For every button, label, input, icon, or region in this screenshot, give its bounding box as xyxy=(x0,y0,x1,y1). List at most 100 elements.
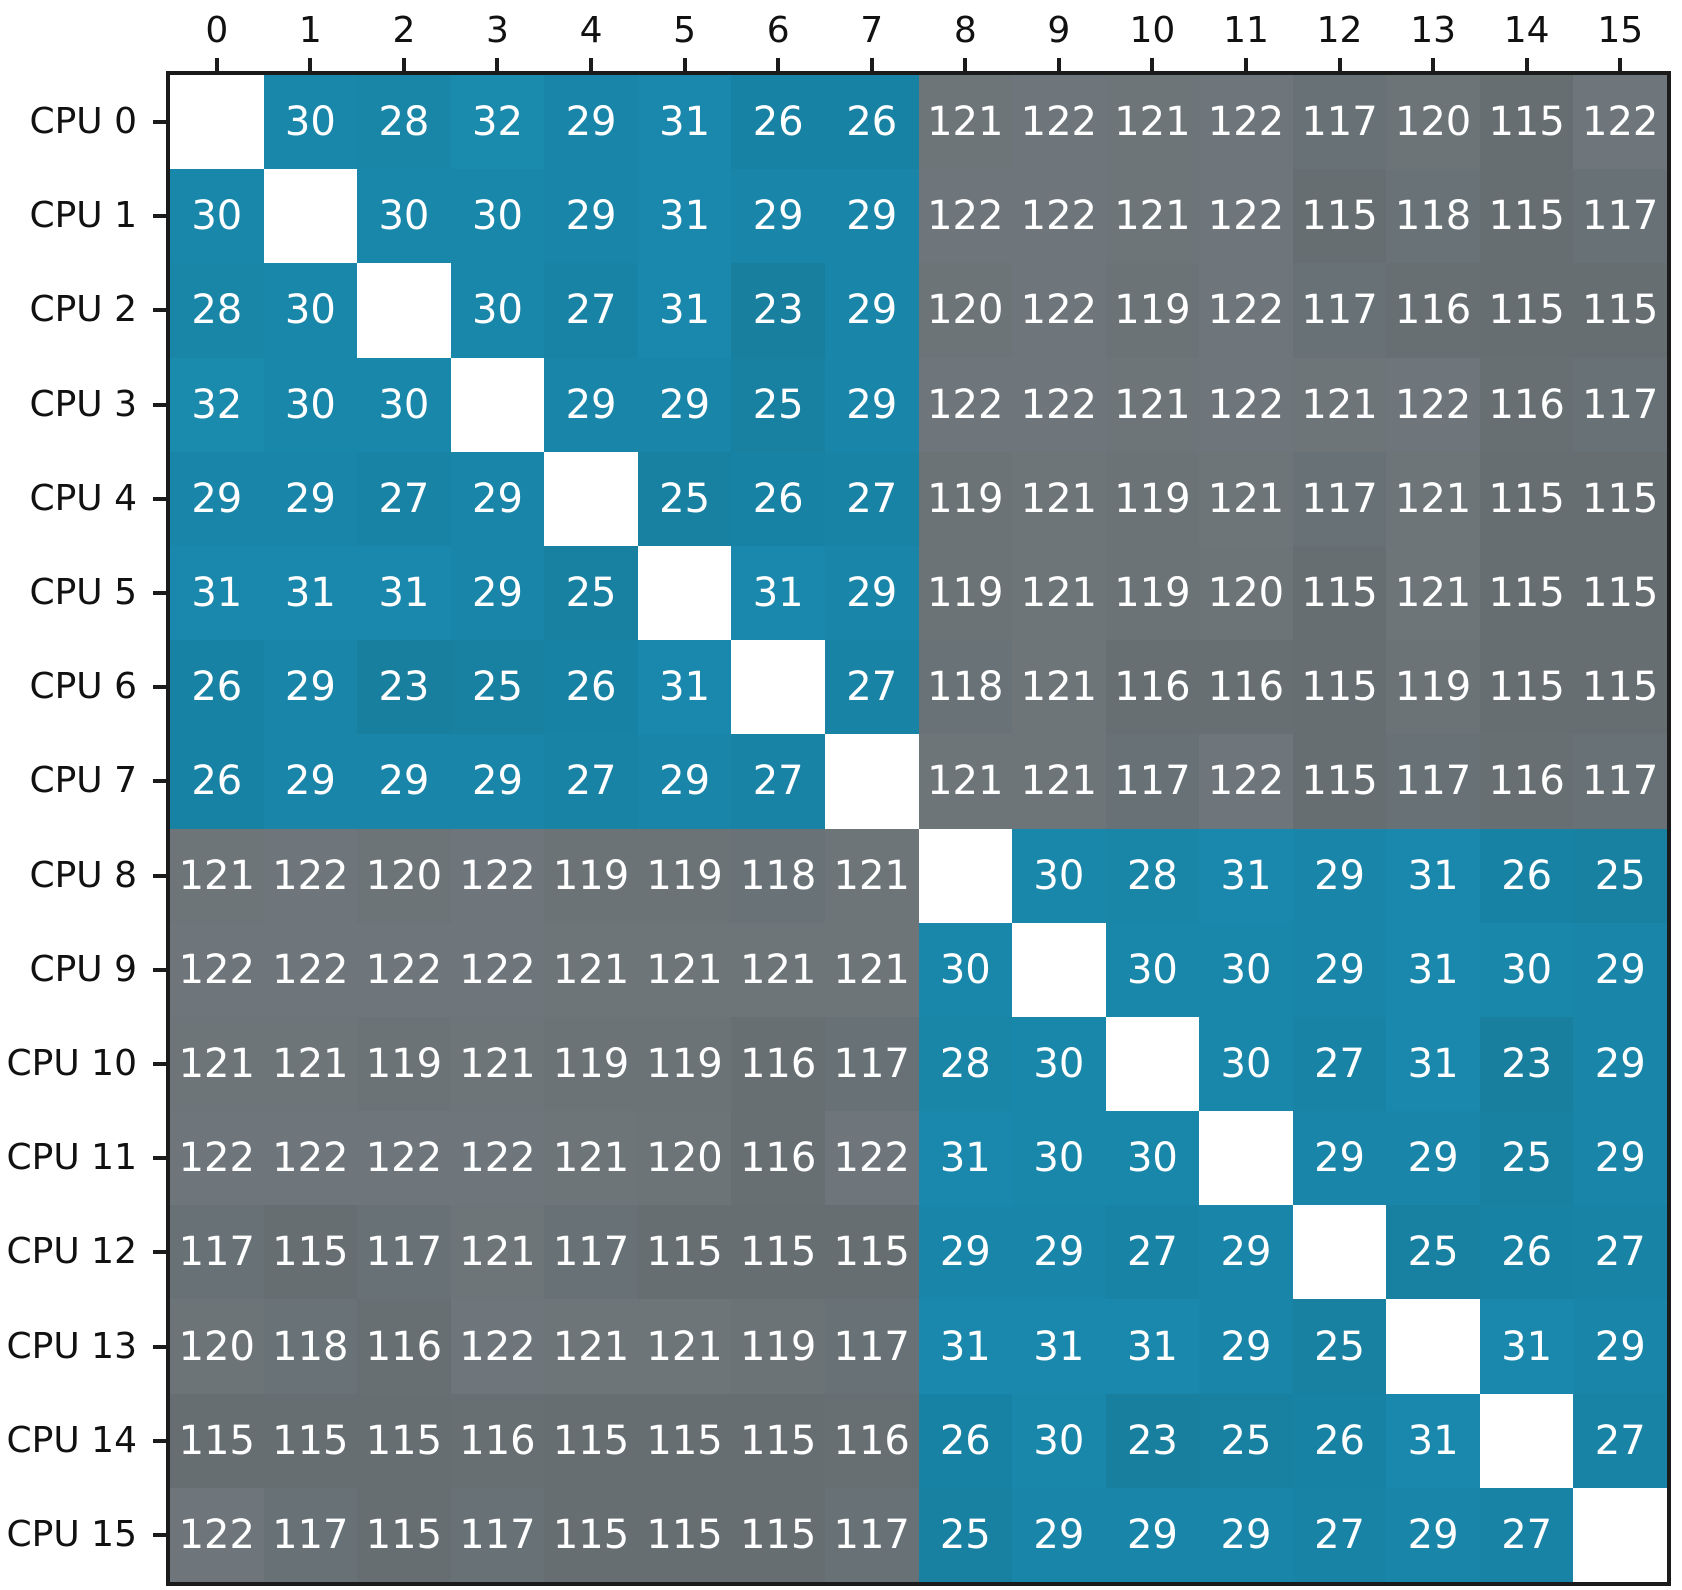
heatmap-cell: 31 xyxy=(637,75,732,170)
x-axis-tick xyxy=(1524,58,1529,71)
heatmap-cell: 30 xyxy=(450,263,545,358)
y-axis-label: CPU 15 xyxy=(6,1514,137,1556)
heatmap-cell: 121 xyxy=(731,922,825,1017)
heatmap-cell: 116 xyxy=(1199,640,1293,735)
heatmap-cell: 30 xyxy=(357,357,451,452)
heatmap-cell: 32 xyxy=(450,75,545,170)
heatmap-cell: 115 xyxy=(1573,545,1667,641)
heatmap-cell: 31 xyxy=(731,545,825,641)
heatmap-cell: 29 xyxy=(824,169,919,264)
heatmap-cell: 119 xyxy=(637,1016,732,1112)
heatmap-cell: 122 xyxy=(450,922,545,1017)
heatmap-cell: 122 xyxy=(1199,169,1293,264)
heatmap-cell: 30 xyxy=(263,75,358,170)
heatmap-cell: 121 xyxy=(170,828,264,923)
y-axis-tick xyxy=(153,1532,166,1537)
heatmap-cell: 26 xyxy=(731,75,825,170)
heatmap-cell: 31 xyxy=(637,263,732,358)
x-axis-tick xyxy=(401,58,406,71)
heatmap-cell: 29 xyxy=(544,357,638,452)
heatmap-cell: 122 xyxy=(1386,357,1480,452)
heatmap-cell: 117 xyxy=(1105,734,1200,829)
heatmap-cell: 26 xyxy=(1479,828,1574,923)
heatmap-cell: 121 xyxy=(263,1016,358,1112)
heatmap-cell: 28 xyxy=(357,75,451,170)
x-axis-tick xyxy=(1618,58,1623,71)
heatmap-cell: 29 xyxy=(1199,1487,1293,1582)
heatmap-cell: 117 xyxy=(544,1205,638,1300)
heatmap-cell: 31 xyxy=(918,1111,1013,1206)
heatmap-cell: 29 xyxy=(1105,1487,1200,1582)
x-axis-label: 10 xyxy=(1129,10,1176,51)
heatmap-cell: 122 xyxy=(357,922,451,1017)
heatmap-cell: 115 xyxy=(731,1393,825,1488)
heatmap-grid: 30 28 32 29 31 26 26 121 122 121 122 117 120 115 122 30… xyxy=(166,71,1671,1586)
heatmap-cell: 31 xyxy=(1386,922,1480,1017)
heatmap-cell: 29 xyxy=(1386,1111,1480,1206)
heatmap-cell: 29 xyxy=(824,263,919,358)
y-axis-label: CPU 5 xyxy=(29,572,137,614)
y-axis-tick xyxy=(153,873,166,878)
heatmap-cell: 31 xyxy=(1105,1299,1200,1394)
heatmap-cell: 115 xyxy=(263,1205,358,1300)
heatmap-cell: 29 xyxy=(1292,922,1387,1017)
heatmap-cell: 27 xyxy=(1105,1205,1200,1300)
heatmap-cell: 115 xyxy=(637,1205,732,1300)
heatmap-diagonal-cell xyxy=(357,263,451,358)
heatmap-cell: 122 xyxy=(450,1111,545,1206)
x-axis-tick xyxy=(1243,58,1248,71)
y-axis-tick xyxy=(153,1438,166,1443)
heatmap-cell: 29 xyxy=(1573,1111,1667,1206)
heatmap-cell: 117 xyxy=(824,1299,919,1394)
heatmap-cell: 116 xyxy=(1386,263,1480,358)
heatmap-cell: 29 xyxy=(170,451,264,546)
heatmap-cell: 122 xyxy=(918,169,1013,264)
x-axis-label: 13 xyxy=(1410,10,1456,51)
heatmap-cell: 29 xyxy=(1199,1205,1293,1300)
heatmap-cell: 25 xyxy=(1199,1393,1293,1488)
heatmap-cell: 27 xyxy=(1292,1487,1387,1582)
heatmap-cell: 119 xyxy=(637,828,732,923)
heatmap-cell: 122 xyxy=(1199,734,1293,829)
heatmap-cell: 116 xyxy=(1479,734,1574,829)
heatmap-cell: 117 xyxy=(263,1487,358,1582)
heatmap-cell: 29 xyxy=(824,357,919,452)
x-axis-label: 11 xyxy=(1223,10,1269,51)
heatmap-cell: 25 xyxy=(450,640,545,735)
heatmap-cell: 121 xyxy=(918,75,1013,170)
y-axis-tick xyxy=(153,1344,166,1349)
heatmap-cell: 122 xyxy=(824,1111,919,1206)
heatmap-cell: 115 xyxy=(544,1487,638,1582)
x-axis-label: 12 xyxy=(1316,10,1363,51)
heatmap-cell: 30 xyxy=(1199,1016,1293,1112)
heatmap-cell: 122 xyxy=(1199,357,1293,452)
y-axis-label: CPU 4 xyxy=(29,478,137,520)
x-axis-tick xyxy=(1431,58,1436,71)
heatmap-cell: 117 xyxy=(357,1205,451,1300)
x-axis-label: 4 xyxy=(579,10,603,51)
heatmap-cell: 29 xyxy=(450,545,545,641)
heatmap-cell: 120 xyxy=(637,1111,732,1206)
heatmap-cell: 115 xyxy=(1292,169,1387,264)
heatmap-cell: 117 xyxy=(824,1487,919,1582)
heatmap-cell: 23 xyxy=(731,263,825,358)
heatmap-cell: 115 xyxy=(357,1487,451,1582)
heatmap-cell: 30 xyxy=(1105,1111,1200,1206)
heatmap-cell: 29 xyxy=(1292,1111,1387,1206)
heatmap-cell: 31 xyxy=(637,640,732,735)
heatmap-cell: 116 xyxy=(1105,640,1200,735)
heatmap-cell: 29 xyxy=(1573,922,1667,1017)
heatmap-cell: 31 xyxy=(1012,1299,1106,1394)
heatmap-cell: 31 xyxy=(1386,1393,1480,1488)
heatmap-diagonal-cell xyxy=(637,545,732,641)
heatmap-cell: 122 xyxy=(357,1111,451,1206)
y-axis-tick xyxy=(153,967,166,972)
heatmap-cell: 121 xyxy=(544,1299,638,1394)
y-axis-tick xyxy=(153,308,166,313)
heatmap-cell: 122 xyxy=(263,828,358,923)
heatmap-cell: 26 xyxy=(170,734,264,829)
heatmap-diagonal-cell xyxy=(450,357,545,452)
heatmap-cell: 27 xyxy=(1573,1393,1667,1488)
heatmap-cell: 117 xyxy=(1292,75,1387,170)
